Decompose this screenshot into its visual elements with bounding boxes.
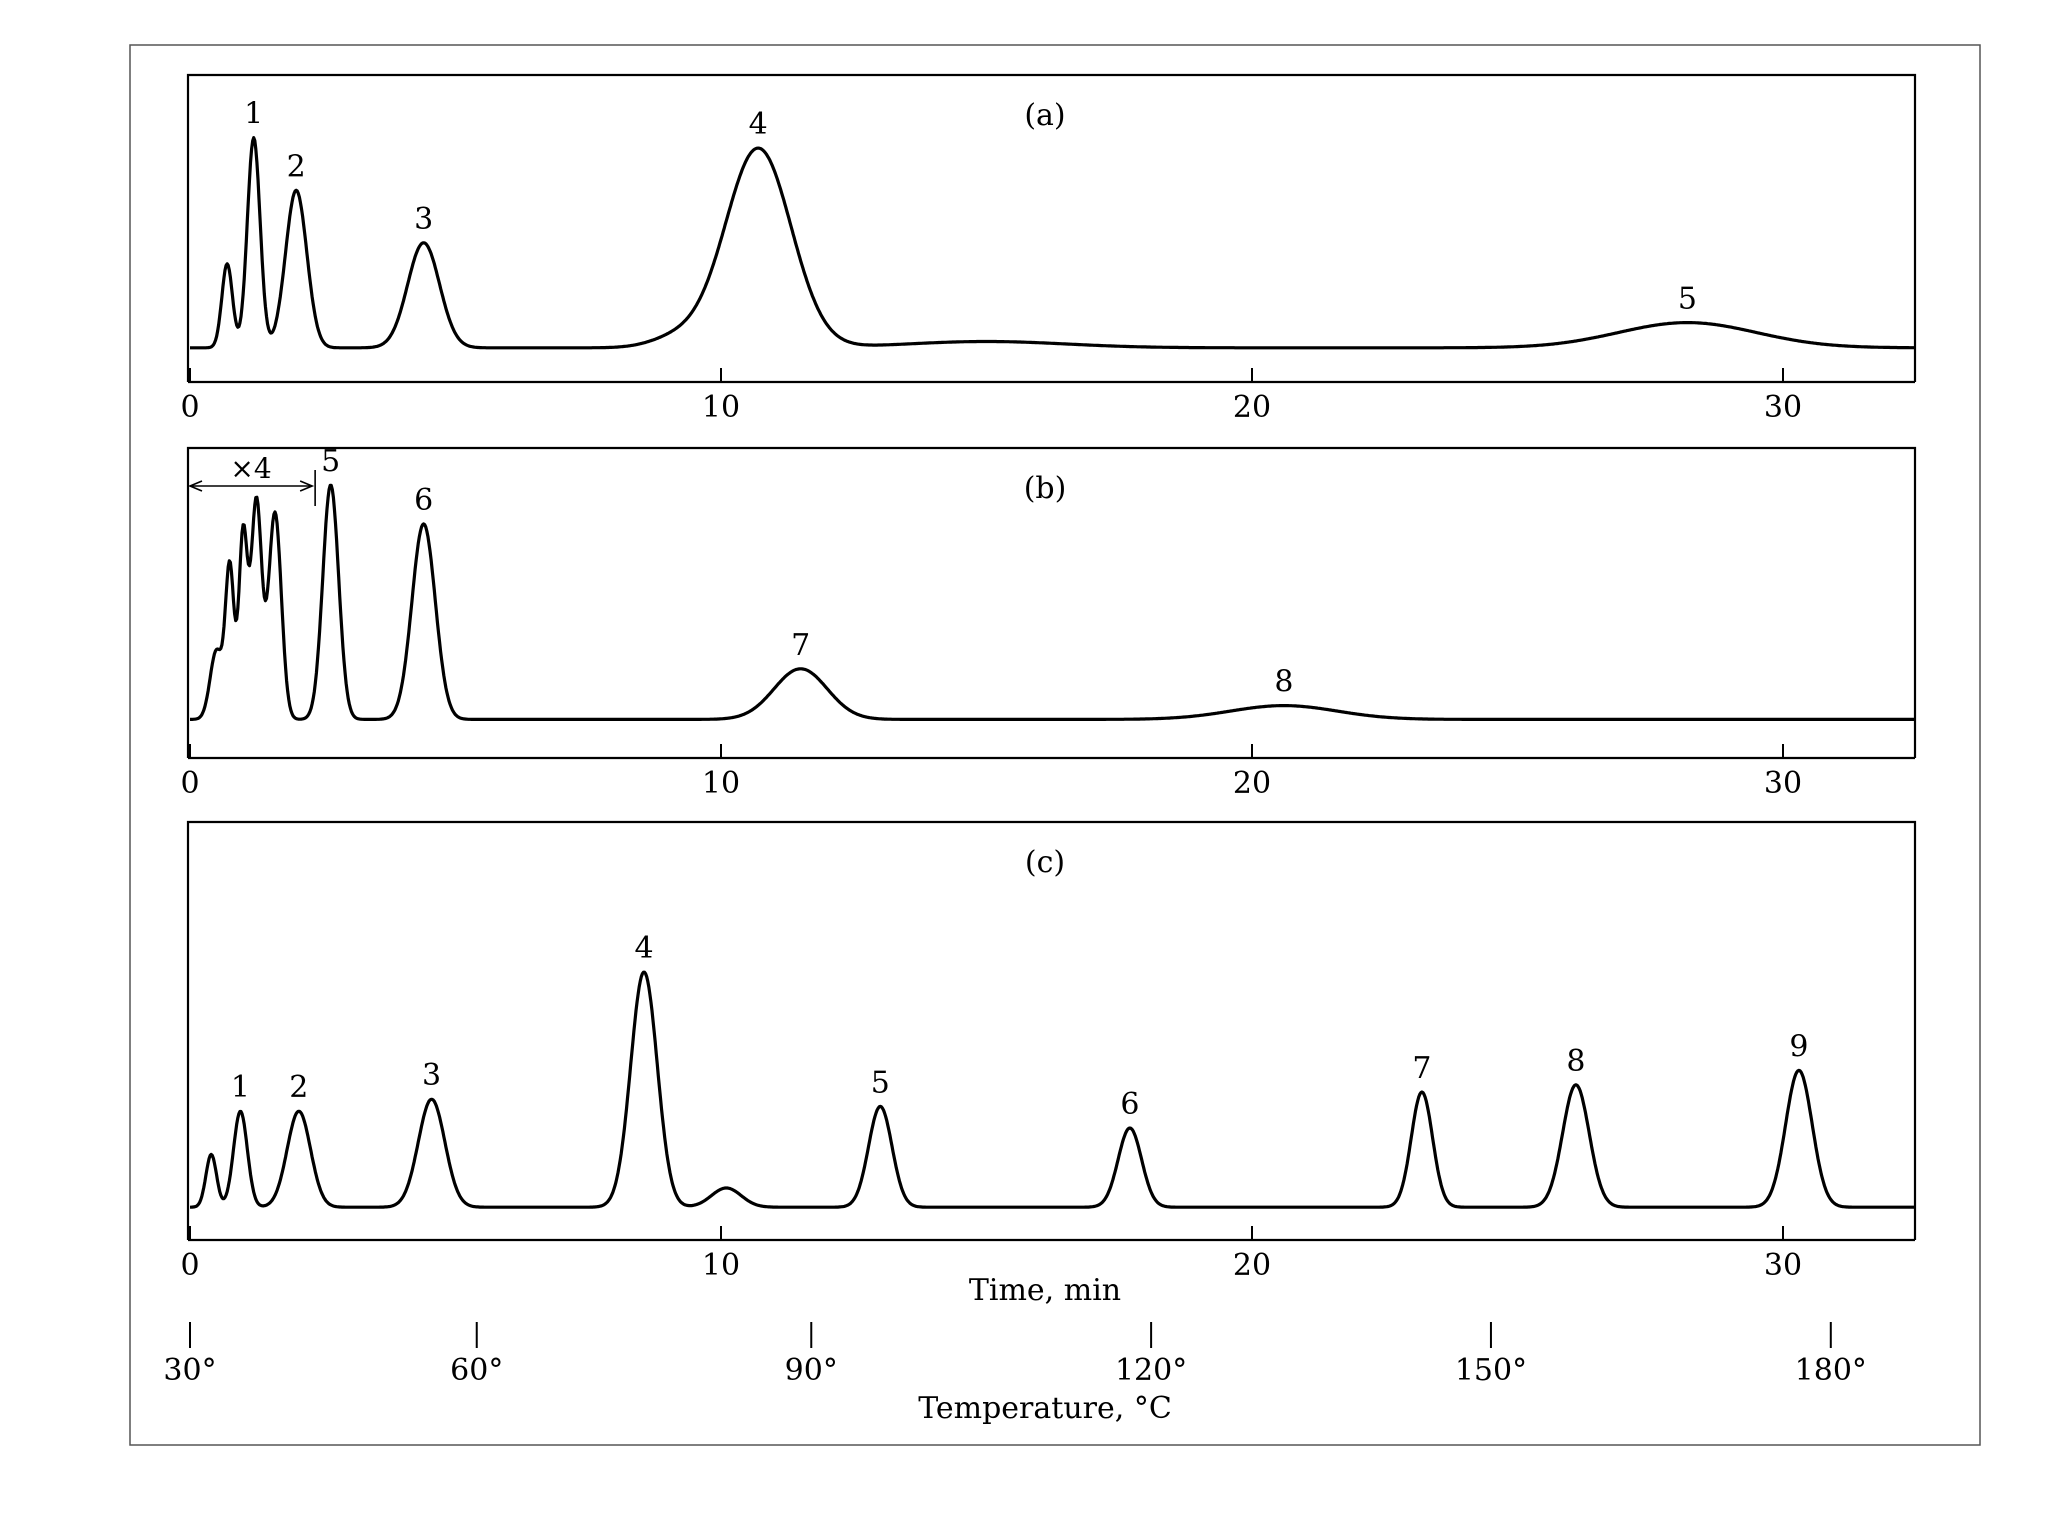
x-tick-label: 0 <box>180 1248 199 1283</box>
peak-label: 3 <box>414 202 433 237</box>
x-tick-label: 10 <box>702 766 740 801</box>
x-tick-label: 10 <box>702 1248 740 1283</box>
arrowhead-right <box>299 480 315 492</box>
peak-label: 2 <box>287 149 306 184</box>
panel-1: (a) 0 10 20 30 12 3 4 5 <box>180 73 1917 425</box>
peak-label: 2 <box>289 1070 308 1105</box>
peak-label: 1 <box>244 97 263 132</box>
panel-frame <box>186 820 1917 1240</box>
peak-label: 6 <box>414 483 433 518</box>
x-tick-label: 0 <box>180 766 199 801</box>
attenuation-label: ×4 <box>230 452 271 485</box>
panel-frame <box>186 73 1917 382</box>
bottom-axes-group: Time, min 30° 60° 90° 120° 150° 180° Temperatur… <box>163 1273 1867 1426</box>
x-tick-label: 30 <box>1764 766 1802 801</box>
x-tick-label: 0 <box>180 390 199 425</box>
peak-label: 4 <box>749 107 768 142</box>
panel-2: (b) 0 10 20 30 5 6 7 8 ×4 <box>180 444 1917 801</box>
panel-label: (b) <box>1024 471 1067 506</box>
chromatogram-trace <box>189 136 1917 350</box>
peak-label: 5 <box>321 444 340 479</box>
panel-label: (a) <box>1024 98 1065 133</box>
peak-label: 1 <box>231 1070 250 1105</box>
temperature-tick-label: 150° <box>1455 1353 1527 1388</box>
arrowhead-left <box>187 480 203 492</box>
x-tick-label: 20 <box>1233 390 1271 425</box>
peak-label: 7 <box>791 628 810 663</box>
time-axis-title: Time, min <box>969 1273 1121 1308</box>
chromatogram-trace <box>189 483 1917 721</box>
temperature-tick-label: 180° <box>1795 1353 1867 1388</box>
x-tick-label: 30 <box>1764 390 1802 425</box>
temperature-tick-label: 120° <box>1115 1353 1187 1388</box>
temperature-tick-label: 30° <box>163 1353 216 1388</box>
x-tick-label: 30 <box>1764 1248 1802 1283</box>
panel-3: (c) 0 10 20 30 1 2 3 4 5 6 7 8 9 <box>180 820 1917 1283</box>
peak-label: 5 <box>1678 282 1697 317</box>
panel-frame <box>186 446 1917 758</box>
temperature-axis-title: Temperature, °C <box>918 1391 1172 1426</box>
peak-label: 8 <box>1566 1044 1585 1079</box>
figure-frame <box>129 44 1981 1446</box>
temperature-tick-label: 90° <box>785 1353 838 1388</box>
panel-label: (c) <box>1025 845 1065 880</box>
peak-label: 8 <box>1274 665 1293 700</box>
peak-label: 7 <box>1412 1051 1431 1086</box>
peak-label: 3 <box>422 1058 441 1093</box>
x-tick-label: 20 <box>1233 1248 1271 1283</box>
x-tick-label: 10 <box>702 390 740 425</box>
chromatogram-trace <box>189 970 1917 1209</box>
peak-label: 6 <box>1120 1087 1139 1122</box>
x-tick-label: 20 <box>1233 766 1271 801</box>
peak-label: 4 <box>634 931 653 966</box>
peak-label: 5 <box>871 1065 890 1100</box>
peak-label: 9 <box>1789 1029 1808 1064</box>
temperature-tick-label: 60° <box>450 1353 503 1388</box>
